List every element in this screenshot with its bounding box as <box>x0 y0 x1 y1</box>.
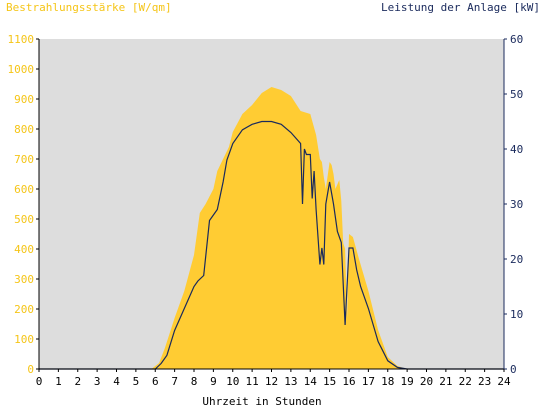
x-tick-label: 14 <box>304 375 318 388</box>
x-tick-label: 3 <box>94 375 101 388</box>
irradiance-area <box>39 87 504 369</box>
x-tick-label: 7 <box>171 375 178 388</box>
x-tick-label: 5 <box>133 375 140 388</box>
x-tick-label: 4 <box>113 375 120 388</box>
left-tick-label: 300 <box>14 273 34 286</box>
x-tick-label: 15 <box>323 375 336 388</box>
x-tick-label: 18 <box>381 375 394 388</box>
left-tick-label: 100 <box>14 333 34 346</box>
x-tick-label: 12 <box>265 375 278 388</box>
x-tick-label: 21 <box>439 375 452 388</box>
x-tick-label: 17 <box>362 375 375 388</box>
x-tick-label: 22 <box>459 375 472 388</box>
x-tick-label: 10 <box>226 375 239 388</box>
left-tick-label: 700 <box>14 153 34 166</box>
x-tick-label: 1 <box>55 375 62 388</box>
x-tick-label: 13 <box>284 375 297 388</box>
x-tick-label: 0 <box>36 375 43 388</box>
right-tick-label: 50 <box>510 88 523 101</box>
x-tick-label: 8 <box>191 375 198 388</box>
right-tick-label: 0 <box>510 363 517 376</box>
right-tick-label: 20 <box>510 253 523 266</box>
x-tick-label: 23 <box>478 375 491 388</box>
x-tick-label: 20 <box>420 375 433 388</box>
left-tick-label: 900 <box>14 93 34 106</box>
right-tick-label: 10 <box>510 308 523 321</box>
right-tick-label: 30 <box>510 198 523 211</box>
x-tick-label: 24 <box>497 375 511 388</box>
right-axis-title: Leistung der Anlage [kW] <box>381 1 540 14</box>
right-tick-label: 40 <box>510 143 523 156</box>
left-tick-label: 200 <box>14 303 34 316</box>
x-tick-label: 6 <box>152 375 159 388</box>
left-tick-label: 0 <box>27 363 34 376</box>
x-tick-label: 9 <box>210 375 217 388</box>
x-tick-label: 11 <box>246 375 259 388</box>
power-line <box>39 120 504 370</box>
right-tick-label: 60 <box>510 33 523 46</box>
x-tick-label: 16 <box>342 375 355 388</box>
left-tick-label: 1000 <box>8 63 35 76</box>
left-tick-label: 1100 <box>8 33 35 46</box>
left-tick-label: 800 <box>14 123 34 136</box>
left-tick-label: 500 <box>14 213 34 226</box>
left-axis-title: Bestrahlungsstärke [W/qm] <box>6 1 172 14</box>
x-tick-label: 2 <box>74 375 81 388</box>
x-tick-label: 19 <box>401 375 414 388</box>
x-axis-label: Uhrzeit in Stunden <box>202 395 321 408</box>
left-tick-label: 600 <box>14 183 34 196</box>
left-tick-label: 400 <box>14 243 34 256</box>
